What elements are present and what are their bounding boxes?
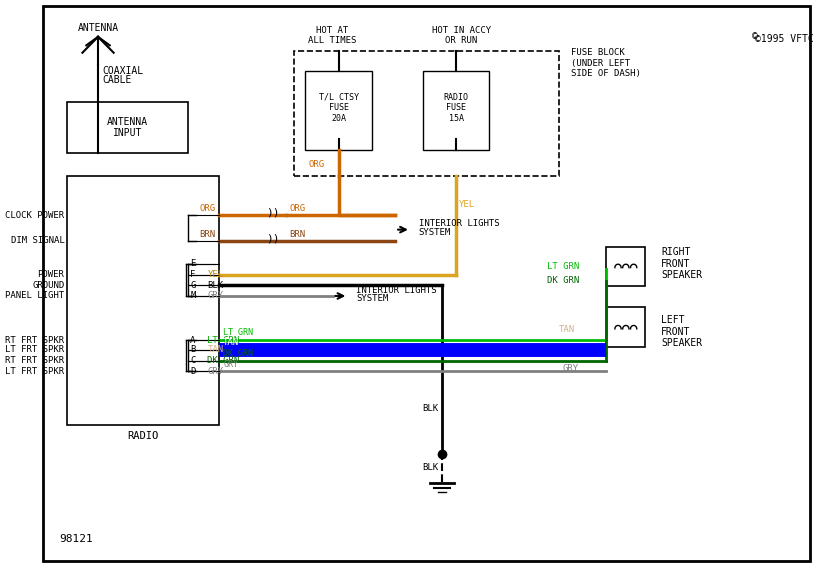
Text: DK GRN: DK GRN: [547, 276, 579, 285]
Text: DK GRN: DK GRN: [208, 356, 240, 365]
Text: HOT IN ACCY
OR RUN: HOT IN ACCY OR RUN: [432, 26, 491, 45]
Text: TAN: TAN: [559, 325, 575, 335]
Text: D: D: [191, 367, 196, 376]
Bar: [67, 176, 219, 425]
Text: INTERIOR LIGHTS: INTERIOR LIGHTS: [418, 219, 499, 229]
Text: RT FRT SPKR: RT FRT SPKR: [5, 336, 64, 345]
Text: LT GRN: LT GRN: [208, 336, 240, 345]
Text: LT FRT SPKR: LT FRT SPKR: [5, 367, 64, 376]
Text: TAN: TAN: [223, 338, 239, 347]
Text: RADIO: RADIO: [127, 431, 158, 441]
Text: GRY: GRY: [563, 364, 579, 373]
Text: TAN: TAN: [208, 345, 224, 354]
Text: E: E: [191, 259, 196, 268]
Text: FUSE BLOCK
(UNDER LEFT
SIDE OF DASH): FUSE BLOCK (UNDER LEFT SIDE OF DASH): [571, 48, 641, 78]
Text: DIM SIGNAL: DIM SIGNAL: [11, 236, 64, 246]
Text: ANTENNA
INPUT: ANTENNA INPUT: [107, 117, 148, 138]
Text: RADIO
FUSE
15A: RADIO FUSE 15A: [444, 93, 469, 122]
Text: C: C: [191, 356, 196, 365]
Text: DK GRN: DK GRN: [223, 349, 253, 358]
Text: ANTENNA: ANTENNA: [78, 23, 119, 33]
Text: ©: ©: [752, 31, 757, 41]
Text: G: G: [191, 281, 196, 290]
Text: ORG: ORG: [309, 160, 325, 169]
Text: YEL: YEL: [208, 270, 224, 280]
Text: T/L CTSY
FUSE
20A: T/L CTSY FUSE 20A: [318, 93, 359, 122]
Text: HOT AT
ALL TIMES: HOT AT ALL TIMES: [309, 26, 356, 45]
Bar: [422, 71, 489, 150]
Text: BLK: BLK: [422, 404, 438, 413]
Text: ©1995 VFTC: ©1995 VFTC: [755, 34, 813, 44]
Bar: [67, 102, 188, 153]
Text: GROUND: GROUND: [32, 281, 64, 290]
Text: RIGHT
FRONT
SPEAKER: RIGHT FRONT SPEAKER: [661, 247, 702, 280]
Text: POWER: POWER: [37, 270, 64, 280]
Text: B: B: [191, 345, 196, 354]
Text: )): )): [266, 207, 280, 217]
Text: INTERIOR LIGHTS: INTERIOR LIGHTS: [356, 286, 436, 295]
Bar: [294, 51, 559, 176]
Text: COAXIAL: COAXIAL: [102, 66, 143, 76]
Text: BLK: BLK: [208, 281, 224, 290]
Text: RT FRT SPKR: RT FRT SPKR: [5, 356, 64, 365]
Bar: [305, 71, 372, 150]
Text: LT FRT SPKR: LT FRT SPKR: [5, 345, 64, 354]
Text: ORG: ORG: [290, 204, 306, 213]
Text: LT GRN: LT GRN: [223, 328, 253, 337]
Text: SYSTEM: SYSTEM: [418, 228, 451, 237]
Text: LEFT
FRONT
SPEAKER: LEFT FRONT SPEAKER: [661, 315, 702, 348]
Text: SYSTEM: SYSTEM: [356, 294, 389, 303]
Text: GRY: GRY: [223, 359, 238, 369]
Text: GRY: GRY: [208, 367, 224, 376]
Text: BRN: BRN: [290, 230, 306, 239]
Bar: [606, 307, 645, 347]
Bar: [606, 247, 645, 286]
Text: CABLE: CABLE: [102, 75, 131, 86]
Text: YEL: YEL: [460, 200, 475, 209]
Text: LT GRN: LT GRN: [547, 262, 579, 271]
Text: BRN: BRN: [200, 230, 216, 239]
Text: )): )): [266, 233, 280, 243]
Text: A: A: [191, 336, 196, 345]
Text: ORG: ORG: [200, 204, 216, 213]
Text: BLK: BLK: [422, 463, 438, 472]
Text: M: M: [191, 291, 196, 301]
Text: CLOCK POWER: CLOCK POWER: [5, 211, 64, 220]
Text: 98121: 98121: [59, 534, 92, 544]
Text: PANEL LIGHT: PANEL LIGHT: [5, 291, 64, 301]
Text: F: F: [191, 270, 196, 280]
Text: GRY: GRY: [208, 291, 224, 301]
